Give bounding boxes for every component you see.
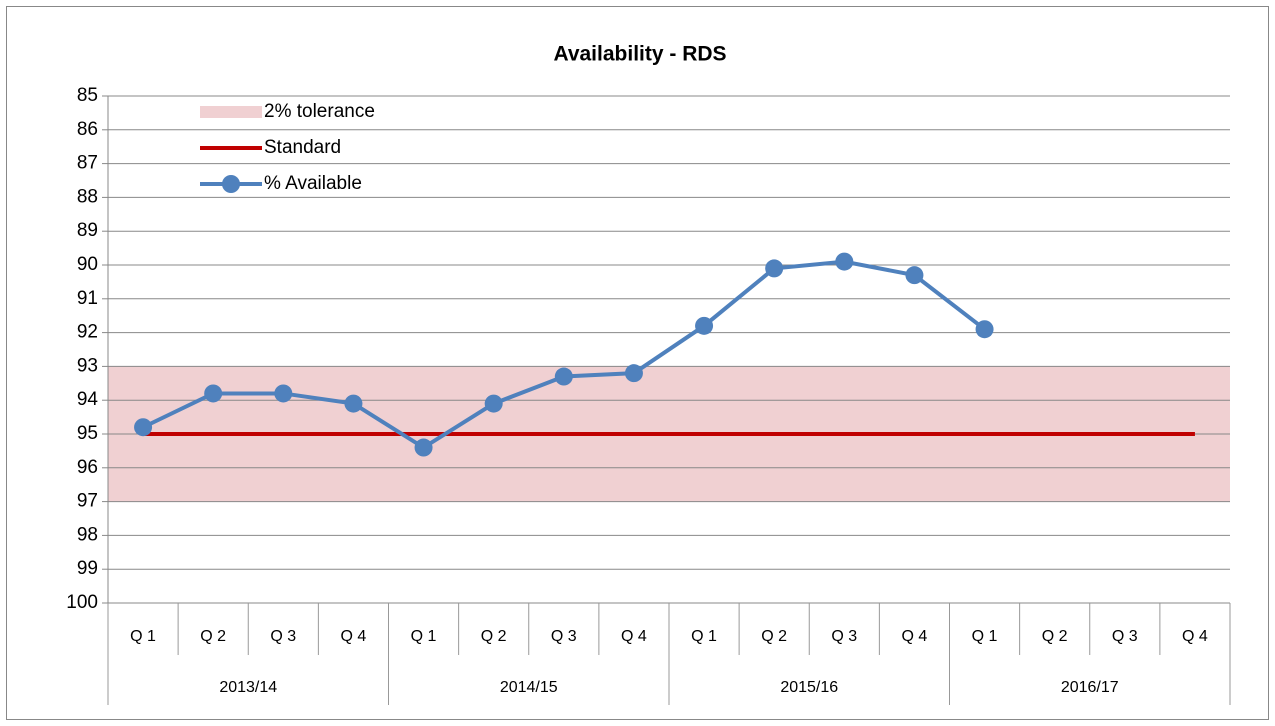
data-point — [274, 384, 293, 403]
data-point — [484, 394, 503, 413]
legend-swatch — [222, 175, 240, 193]
chart-title: Availability - RDS — [553, 43, 726, 66]
y-tick-label: 97 — [77, 491, 98, 512]
y-tick-label: 89 — [77, 220, 98, 241]
y-tick-label: 87 — [77, 153, 98, 174]
y-tick-label: 100 — [66, 592, 98, 613]
x-group-label: 2014/15 — [500, 679, 558, 696]
x-tick-label: Q 2 — [761, 628, 787, 645]
y-tick-label: 93 — [77, 355, 98, 376]
legend-label: 2% tolerance — [264, 101, 375, 122]
x-tick-label: Q 1 — [411, 628, 437, 645]
x-tick-label: Q 1 — [130, 628, 156, 645]
data-point — [554, 367, 573, 386]
x-tick-label: Q 2 — [481, 628, 507, 645]
x-tick-label: Q 1 — [972, 628, 998, 645]
y-tick-label: 86 — [77, 119, 98, 140]
y-tick-label: 96 — [77, 457, 98, 478]
x-tick-label: Q 1 — [691, 628, 717, 645]
y-tick-label: 85 — [77, 85, 98, 106]
legend-label: Standard — [264, 137, 341, 158]
data-point — [204, 384, 223, 403]
x-tick-label: Q 3 — [1112, 628, 1138, 645]
data-point — [695, 316, 714, 335]
y-tick-label: 99 — [77, 558, 98, 579]
chart-border — [6, 6, 1269, 720]
x-group-label: 2013/14 — [219, 679, 277, 696]
x-tick-label: Q 4 — [1182, 628, 1208, 645]
data-point — [905, 266, 924, 285]
x-tick-label: Q 4 — [341, 628, 367, 645]
data-point — [835, 252, 854, 271]
legend-swatch — [200, 106, 262, 118]
data-point — [624, 364, 643, 383]
y-tick-label: 88 — [77, 186, 98, 207]
x-tick-label: Q 4 — [902, 628, 928, 645]
data-point — [134, 418, 153, 437]
x-tick-label: Q 3 — [831, 628, 857, 645]
data-point — [344, 394, 363, 413]
y-tick-label: 90 — [77, 254, 98, 275]
x-tick-label: Q 3 — [551, 628, 577, 645]
legend-label: % Available — [264, 173, 362, 194]
y-tick-label: 98 — [77, 524, 98, 545]
y-tick-label: 91 — [77, 288, 98, 309]
data-point — [765, 259, 784, 278]
y-tick-label: 92 — [77, 322, 98, 343]
y-tick-label: 95 — [77, 423, 98, 444]
x-group-label: 2015/16 — [780, 679, 838, 696]
x-tick-label: Q 3 — [270, 628, 296, 645]
data-point — [975, 320, 994, 339]
x-tick-label: Q 4 — [621, 628, 647, 645]
x-tick-label: Q 2 — [1042, 628, 1068, 645]
y-tick-label: 94 — [77, 389, 99, 410]
x-tick-label: Q 2 — [200, 628, 226, 645]
x-group-label: 2016/17 — [1061, 679, 1119, 696]
data-point — [414, 438, 433, 457]
